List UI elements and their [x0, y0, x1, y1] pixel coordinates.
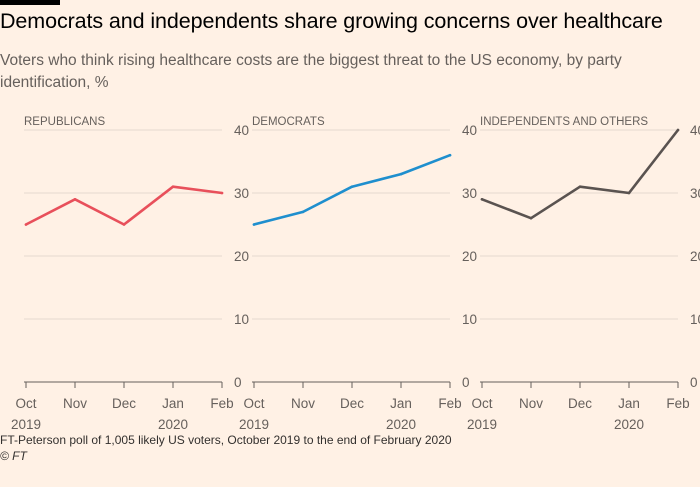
p2-ytick-label-40: 40 [690, 123, 700, 138]
p0-data-point-2 [122, 223, 126, 226]
p0-data-point-0 [24, 223, 28, 226]
p0-data-point-4 [220, 191, 224, 195]
p1-year-label-0: 2019 [239, 417, 269, 430]
p2-xtick-label-4: Feb [666, 396, 689, 411]
p1-xtick-label-2: Dec [340, 396, 364, 411]
p2-ytick-label-20: 20 [690, 249, 700, 264]
source-note: FT-Peterson poll of 1,005 likely US vote… [0, 433, 452, 447]
p2-series-line [480, 128, 680, 220]
p1-data-point-4 [448, 153, 452, 157]
p0-ytick-label-40: 40 [234, 123, 249, 138]
p1-ytick-label-30: 30 [462, 186, 477, 201]
p1-xtick-label-0: Oct [243, 396, 264, 411]
p0-year-label-3: 2020 [158, 417, 188, 430]
p1-ytick-label-10: 10 [462, 312, 477, 327]
p2-year-label-3: 2020 [614, 417, 644, 430]
p1-xtick-label-3: Jan [390, 396, 412, 411]
p0-ytick-label-10: 10 [234, 312, 249, 327]
p0-ytick-label-20: 20 [234, 249, 249, 264]
p2-data-point-1 [529, 216, 533, 220]
p0-xtick-label-3: Jan [162, 396, 184, 411]
footer: FT-Peterson poll of 1,005 likely US vote… [0, 432, 452, 464]
p1-ytick-label-40: 40 [462, 123, 477, 138]
p0-data-point-1 [73, 198, 77, 201]
p0-ytick-label-30: 30 [234, 186, 249, 201]
p0-xtick-label-4: Feb [210, 396, 233, 411]
page-subtitle: Voters who think rising healthcare costs… [0, 52, 622, 91]
p1-data-point-0 [252, 223, 256, 226]
p2-xtick-label-0: Oct [471, 396, 492, 411]
p2-data-point-4 [676, 128, 680, 132]
p2-xtick-label-2: Dec [568, 396, 592, 411]
p0-year-label-0: 2019 [11, 417, 41, 430]
p2-xtick-label-3: Jan [618, 396, 640, 411]
p0-data-point-3 [171, 185, 175, 188]
p2-data-point-3 [627, 191, 631, 195]
p0-ytick-label-0: 0 [234, 375, 242, 390]
p1-year-label-3: 2020 [386, 417, 416, 430]
page-title: Democrats and independents share growing… [0, 9, 663, 33]
p1-xtick-label-1: Nov [291, 396, 315, 411]
p2-ytick-label-30: 30 [690, 186, 700, 201]
p1-data-point-3 [399, 172, 403, 176]
p1-data-point-2 [350, 185, 354, 188]
p2-data-point-0 [480, 198, 484, 201]
p0-xtick-label-2: Dec [112, 396, 136, 411]
p2-year-label-0: 2019 [467, 417, 497, 430]
p1-ytick-label-20: 20 [462, 249, 477, 264]
p2-data-point-2 [578, 185, 582, 188]
p1-series-line [252, 153, 452, 226]
p0-panel-title: REPUBLICANS [24, 116, 105, 128]
p1-xtick-label-4: Feb [438, 396, 461, 411]
p2-ytick-label-10: 10 [690, 312, 700, 327]
p1-panel-title: DEMOCRATS [252, 116, 325, 128]
p2-xtick-label-1: Nov [519, 396, 543, 411]
p2-panel-title: INDEPENDENTS AND OTHERS [480, 116, 648, 128]
p0-series-line [24, 185, 224, 226]
p0-xtick-label-1: Nov [63, 396, 87, 411]
p0-xtick-label-0: Oct [15, 396, 36, 411]
p1-ytick-label-0: 0 [462, 375, 470, 390]
copyright: © FT [0, 449, 27, 463]
top-rule [0, 0, 60, 5]
p1-data-point-1 [301, 210, 305, 214]
p2-ytick-label-0: 0 [690, 375, 698, 390]
